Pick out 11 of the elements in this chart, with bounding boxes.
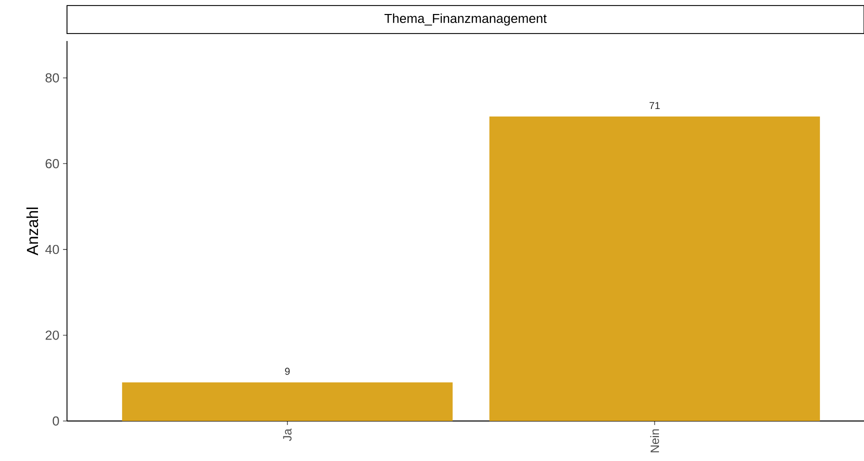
chart-title: Thema_Finanzmanagement — [384, 13, 547, 26]
y-tick-label: 60 — [46, 159, 59, 168]
y-axis-title: Anzahl — [26, 208, 38, 256]
x-tick-label: Ja — [283, 428, 292, 442]
y-tick-label: 80 — [46, 73, 59, 82]
y-tick-label: 40 — [45, 244, 59, 254]
y-tick-label: 0 — [52, 416, 59, 426]
data-label: 71 — [650, 102, 660, 109]
data-label: 9 — [285, 368, 290, 375]
x-tick-label: Nein — [650, 429, 660, 452]
y-tick-label: 20 — [46, 330, 59, 340]
